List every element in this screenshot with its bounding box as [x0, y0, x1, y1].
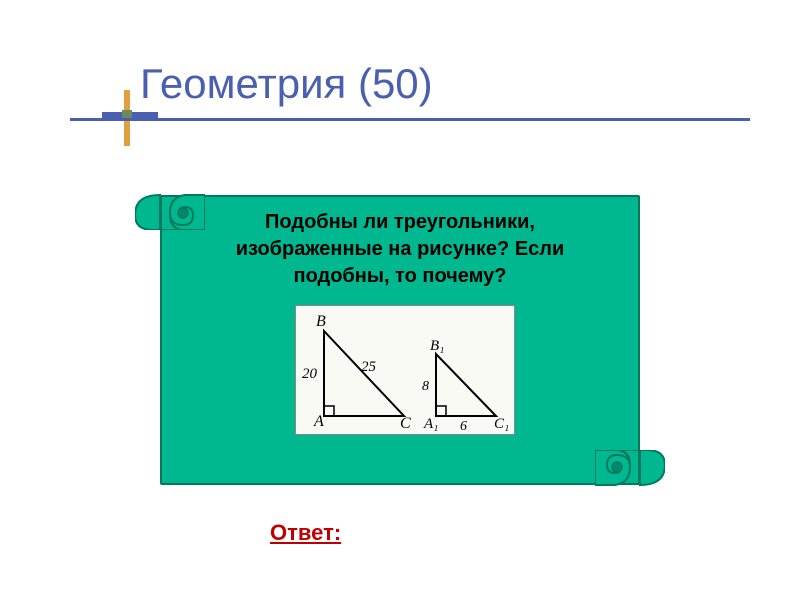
t1-side-BC: 25 — [361, 359, 377, 375]
t1-vertex-B: B — [316, 313, 326, 330]
title-area: Геометрия (50) — [70, 60, 750, 108]
scroll-panel: Подобны ли треугольники, изображенные на… — [135, 175, 665, 505]
question-line3: подобны, то почему? — [293, 265, 506, 287]
page-title: Геометрия (50) — [140, 60, 750, 108]
triangle-1: A B C 20 25 — [302, 313, 411, 432]
t2-vertex-C: C₁ — [494, 416, 509, 432]
triangle-2: A₁ B₁ C₁ 8 6 — [422, 338, 509, 434]
t1-vertex-C: C — [400, 415, 411, 432]
t1-vertex-A: A — [313, 413, 324, 430]
question-text: Подобны ли треугольники, изображенные на… — [185, 209, 615, 290]
question-line2: изображенные на рисунке? Если — [236, 238, 565, 260]
question-line1: Подобны ли треугольники, — [265, 211, 535, 233]
t2-vertex-A: A₁ — [423, 416, 438, 432]
title-underline — [70, 118, 750, 121]
t2-vertex-B: B₁ — [430, 338, 444, 354]
scroll-curl-bottom-right-icon — [595, 450, 665, 505]
answer-label[interactable]: Ответ: — [270, 520, 341, 546]
t2-side-AC: 6 — [460, 419, 467, 434]
triangle-diagram: A B C 20 25 A₁ B₁ C₁ 8 6 — [295, 305, 515, 435]
t2-side-AB: 8 — [422, 379, 429, 394]
t1-side-AB: 20 — [302, 366, 318, 382]
